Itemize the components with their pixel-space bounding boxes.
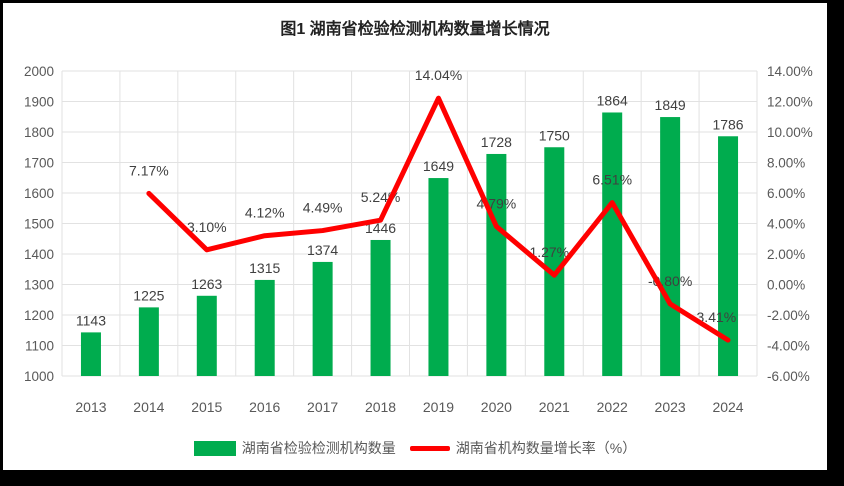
bar-value-label: 1750 <box>539 127 570 143</box>
bar-2013 <box>80 332 101 376</box>
bar-2014 <box>138 307 159 376</box>
x-axis-category-label: 2022 <box>597 399 628 415</box>
legend: 湖南省检验检测机构数量 湖南省机构数量增长率（%） <box>3 438 827 458</box>
line-value-label: 4.12% <box>245 205 285 221</box>
bar-2020 <box>486 153 507 376</box>
left-axis-tick-label: 1900 <box>24 95 54 110</box>
bar-2019 <box>428 178 449 376</box>
line-value-label: -3.41% <box>692 309 736 325</box>
x-axis-category-label: 2015 <box>191 399 222 415</box>
left-axis-tick-label: 1100 <box>25 339 54 354</box>
x-axis-category-label: 2014 <box>133 399 164 415</box>
x-axis-category-label: 2017 <box>307 399 338 415</box>
line-value-label: 4.49% <box>303 200 343 216</box>
x-axis-category-label: 2018 <box>365 399 396 415</box>
bar-value-label: 1374 <box>307 242 338 258</box>
left-axis-tick-label: 1700 <box>24 156 54 171</box>
bar-2016 <box>254 279 275 376</box>
legend-bar-label: 湖南省检验检测机构数量 <box>241 440 396 456</box>
x-axis-category-label: 2024 <box>712 399 743 415</box>
right-axis-tick-label: 6.00% <box>767 186 805 201</box>
left-axis-tick-label: 1400 <box>24 247 54 262</box>
line-value-label: 6.51% <box>592 172 632 188</box>
right-axis-tick-label: 0.00% <box>767 278 805 293</box>
bar-2017 <box>312 261 333 376</box>
legend-bar-swatch-icon <box>193 440 236 456</box>
bar-value-label: 1786 <box>712 116 743 132</box>
bar-2023 <box>660 117 681 377</box>
bar-value-label: 1225 <box>133 287 164 303</box>
line-value-label: 14.04% <box>415 67 462 83</box>
bar-value-label: 1263 <box>191 276 222 292</box>
left-axis-tick-label: 1000 <box>24 369 54 384</box>
growth-rate-line <box>146 95 731 343</box>
right-axis-tick-label: 10.00% <box>767 125 813 140</box>
chart-canvas: 图1 湖南省检验检测机构数量增长情况 1000 -6.00% 1100 -4.00% 1… <box>3 3 827 470</box>
x-axis-category-label: 2021 <box>539 399 570 415</box>
x-axis-category-label: 2013 <box>75 399 106 415</box>
line-value-label: 3.10% <box>187 219 227 235</box>
bar-value-label: 1849 <box>655 97 686 113</box>
left-axis-tick-label: 1300 <box>24 278 54 293</box>
x-axis-category-label: 2019 <box>423 399 454 415</box>
left-axis-tick-label: 1500 <box>24 217 54 232</box>
x-axis-category-label: 2020 <box>481 399 512 415</box>
bar-value-label: 1864 <box>597 92 628 108</box>
line-value-label: 7.17% <box>129 162 169 178</box>
right-axis-tick-label: 8.00% <box>767 156 805 171</box>
right-axis-tick-label: -2.00% <box>767 308 810 323</box>
bar-value-label: 1315 <box>249 260 280 276</box>
right-axis-tick-label: 2.00% <box>767 247 805 262</box>
left-axis-tick-label: 1600 <box>24 186 54 201</box>
right-axis-tick-label: -4.00% <box>767 339 810 354</box>
bar-2015 <box>196 295 217 376</box>
bar-value-label: 1649 <box>423 158 454 174</box>
bar-value-label: 1728 <box>481 134 512 150</box>
right-axis-tick-label: -6.00% <box>767 369 810 384</box>
bar-2024 <box>718 136 739 376</box>
legend-line-swatch-icon <box>409 445 450 451</box>
bar-2018 <box>370 239 391 376</box>
right-axis-tick-label: 14.00% <box>767 64 813 79</box>
right-axis-tick-label: 4.00% <box>767 217 805 232</box>
right-axis-tick-label: 12.00% <box>767 95 813 110</box>
left-axis-tick-label: 2000 <box>24 64 54 79</box>
bar-2022 <box>602 112 623 376</box>
bar-2021 <box>544 147 565 376</box>
x-axis-category-label: 2016 <box>249 399 280 415</box>
x-axis-category-label: 2023 <box>655 399 686 415</box>
legend-line-label: 湖南省机构数量增长率（%） <box>455 440 637 456</box>
bar-value-label: 1143 <box>76 312 106 328</box>
left-axis-tick-label: 1800 <box>24 125 54 140</box>
plot-area: 1000 -6.00% 1100 -4.00% 1200 -2.00% 1300 0.00% 1… <box>24 64 813 415</box>
line-value-label: 1.27% <box>529 244 569 260</box>
chart-title: 图1 湖南省检验检测机构数量增长情况 <box>280 21 550 38</box>
left-axis-tick-label: 1200 <box>24 308 54 323</box>
